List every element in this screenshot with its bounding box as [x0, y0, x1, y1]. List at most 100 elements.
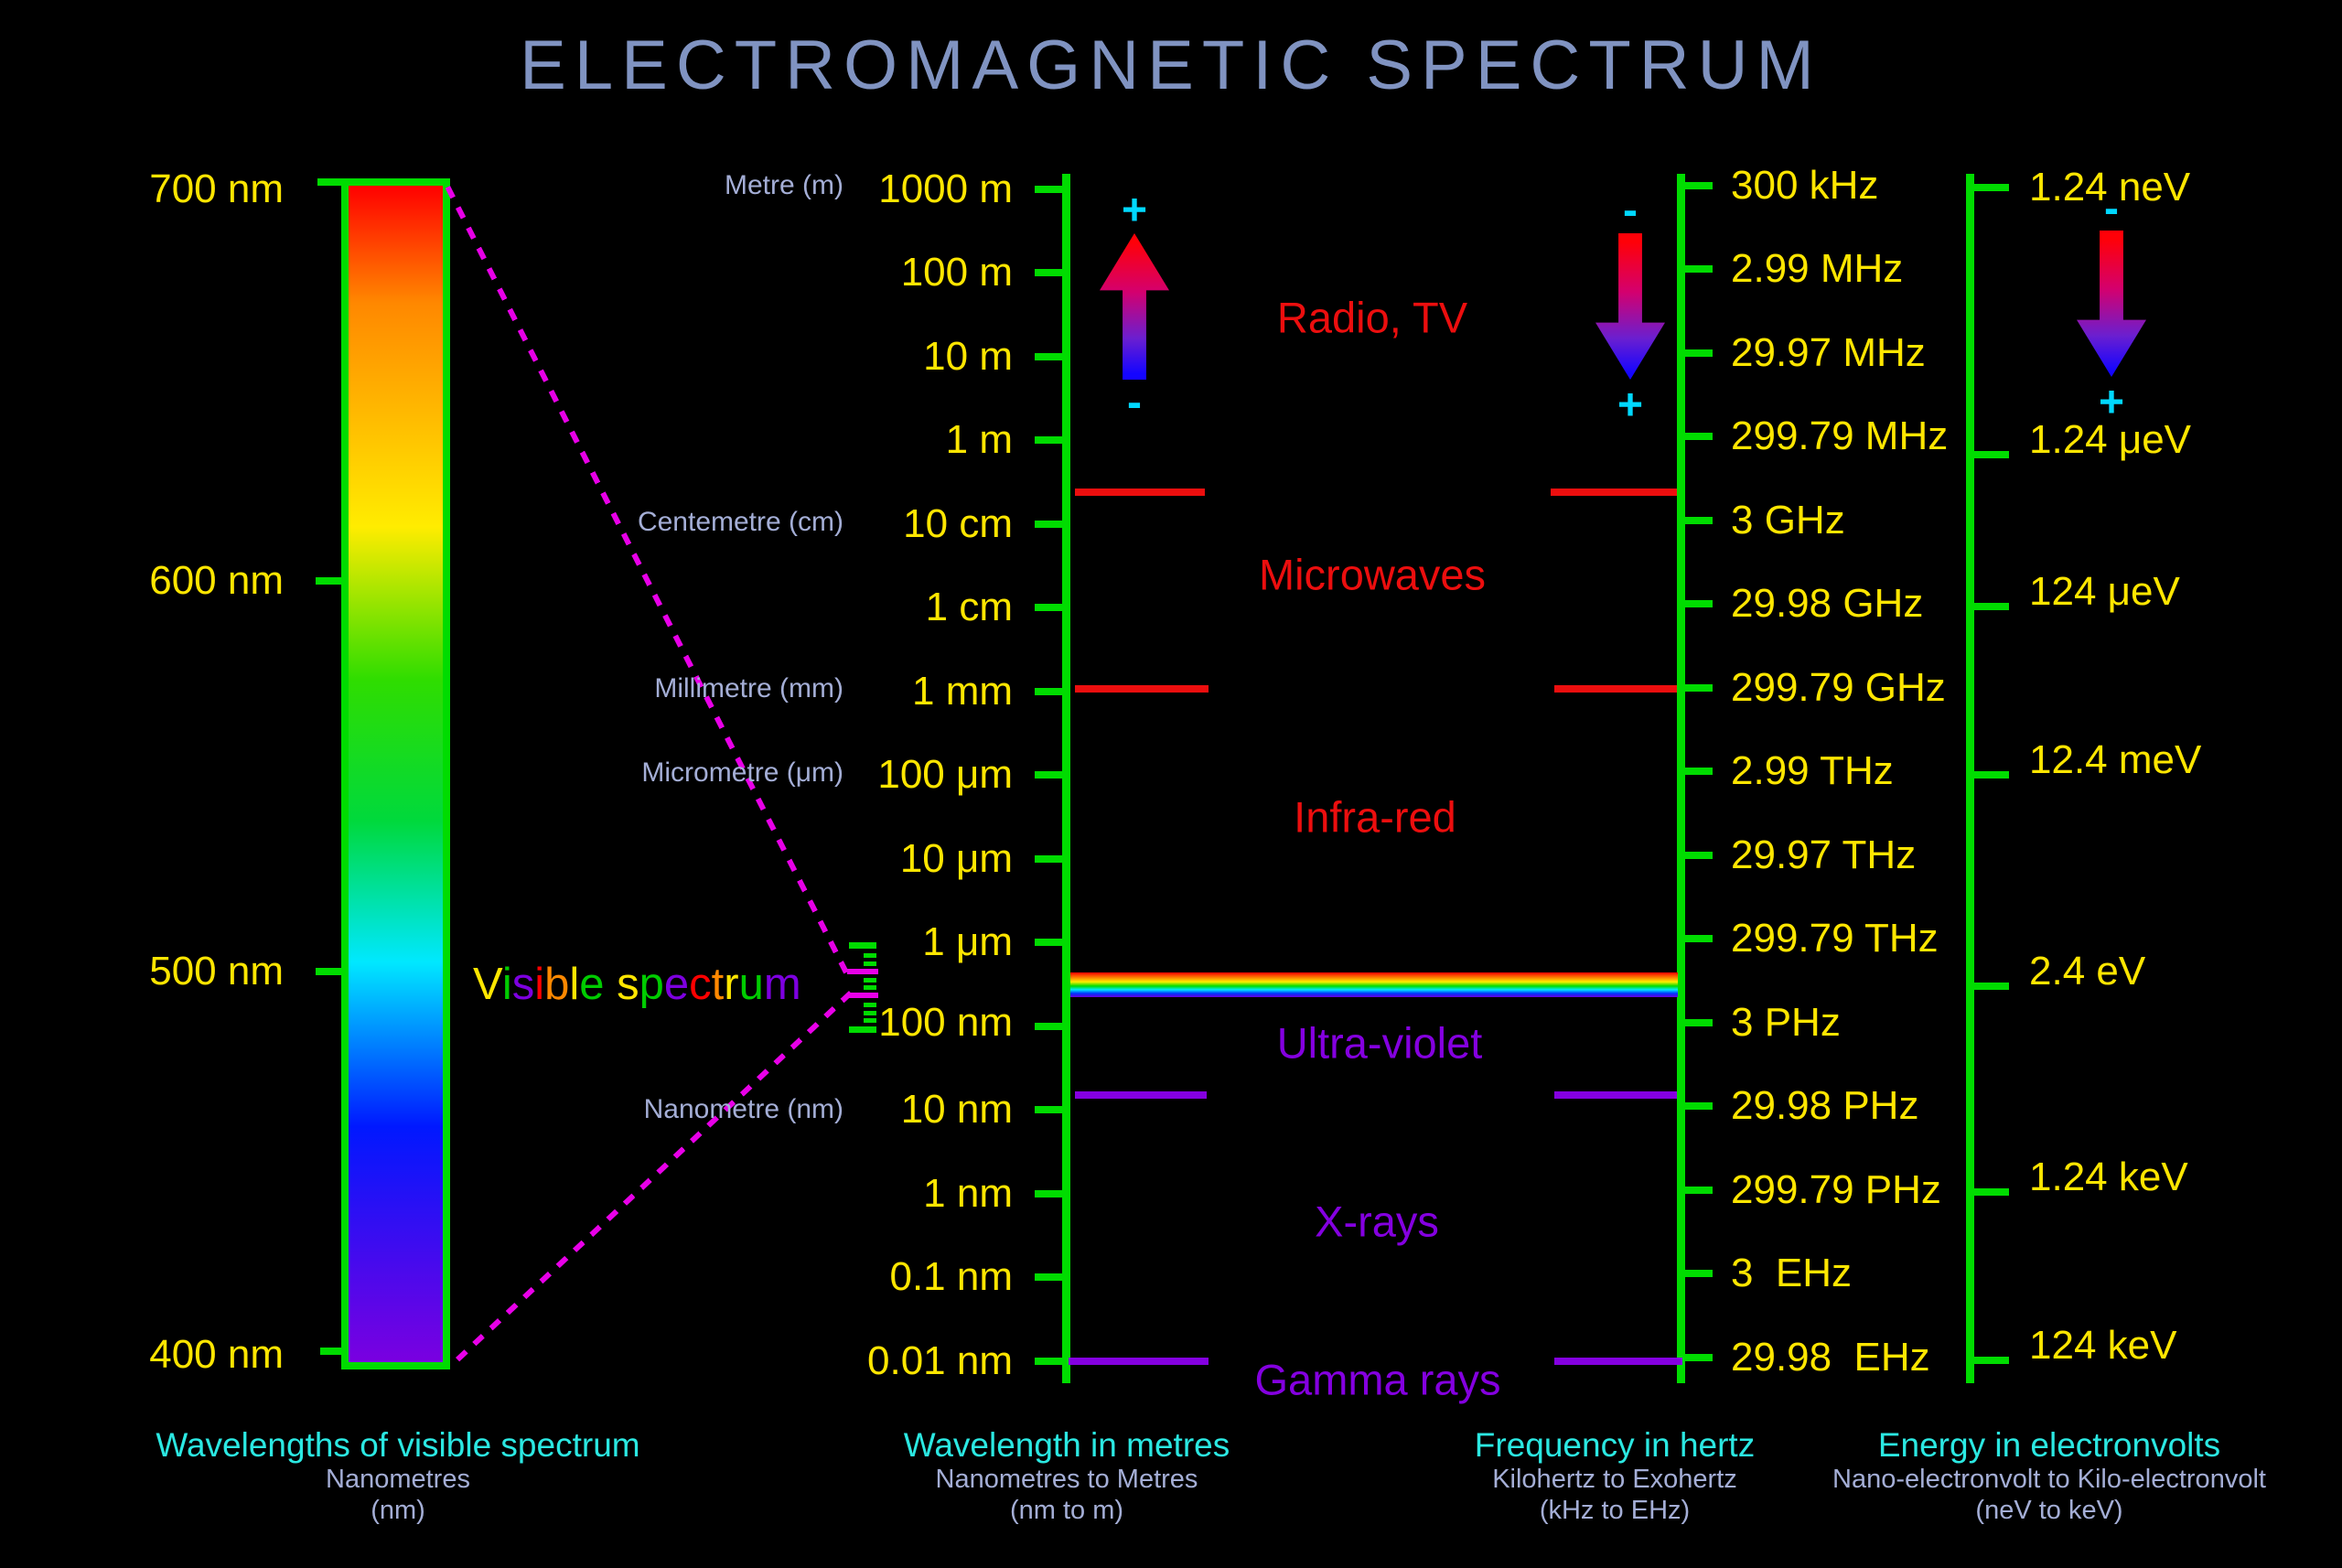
tick-mark [1035, 855, 1066, 863]
wavelength-label: 10 m [923, 334, 1013, 379]
caption-wavelength: Wavelength in metres Nanometres to Metre… [692, 1427, 1442, 1526]
unit-label-micrometre: Micrometre (μm) [641, 757, 843, 788]
wavelength-up-arrow-icon [1100, 233, 1169, 380]
caption-main: Energy in electronvolts [1877, 1426, 2221, 1464]
boundary-radio-microwave-left [1075, 489, 1205, 496]
bar-label-400nm: 400 nm [149, 1332, 284, 1377]
zoom-scale-dash [864, 953, 876, 958]
frequency-label: 299.79 MHz [1731, 413, 1949, 458]
unit-label-nanometre: Nanometre (nm) [643, 1094, 843, 1124]
bar-label-500nm: 500 nm [149, 949, 284, 993]
visible-word-1: Visible [473, 960, 605, 1009]
caption-sub: Nanometres [326, 1465, 470, 1494]
boundary-microwave-infrared-right [1554, 685, 1677, 693]
tick-mark [1035, 688, 1066, 695]
plus-sign: + [1121, 186, 1148, 235]
band-label-ultraviolet: Ultra-violet [1276, 1018, 1483, 1068]
frequency-label: 299.79 GHz [1731, 665, 1946, 710]
caption-frequency: Frequency in hertz Kilohertz to Exohertz… [1240, 1427, 1990, 1526]
energy-label: 124 μeV [2029, 569, 2180, 614]
tick-mark [1681, 768, 1713, 775]
frequency-label: 299.79 THz [1731, 916, 1939, 961]
energy-label: 1.24 μeV [2029, 417, 2192, 462]
wavelength-label: 100 nm [878, 1000, 1013, 1045]
energy-label: 12.4 meV [2029, 737, 2202, 782]
frequency-down-arrow-icon [1595, 233, 1665, 380]
tick-mark [1681, 1019, 1713, 1026]
tick-mark [1971, 983, 2009, 990]
minus-sign: - [1127, 378, 1142, 427]
tick-mark [1035, 436, 1066, 444]
zoom-scale-dash [864, 1011, 876, 1015]
zoom-scale-dash [849, 942, 876, 949]
tick-mark [1035, 1358, 1066, 1365]
frequency-label: 2.99 THz [1731, 748, 1894, 793]
energy-label: 124 keV [2029, 1323, 2177, 1368]
minus-sign: - [1623, 186, 1638, 235]
tick-mark [1681, 433, 1713, 440]
frequency-label: 29.97 MHz [1731, 330, 1926, 375]
band-label-xrays: X-rays [1315, 1197, 1439, 1246]
wavelength-label: 10 cm [903, 501, 1013, 546]
band-label-infrared: Infra-red [1294, 792, 1456, 842]
tick-mark [1035, 771, 1066, 779]
tick-mark [1035, 521, 1066, 528]
frequency-label: 29.98 GHz [1731, 581, 1924, 626]
wavelength-label: 10 μm [899, 836, 1013, 881]
tick-mark [1681, 349, 1713, 357]
band-label-microwaves: Microwaves [1258, 550, 1487, 599]
zoom-scale-dash [864, 978, 876, 983]
energy-axis [1966, 174, 1974, 1383]
page-title: ELECTROMAGNETIC SPECTRUM [520, 27, 1822, 104]
band-label-radio-tv: Radio, TV [1276, 293, 1468, 342]
caption-main: Frequency in hertz [1474, 1426, 1756, 1464]
boundary-microwave-infrared-left [1075, 685, 1209, 693]
frequency-label: 29.97 THz [1731, 832, 1917, 877]
caption-energy: Energy in electronvolts Nano-electronvol… [1674, 1427, 2342, 1526]
energy-label: 2.4 eV [2029, 949, 2146, 993]
tick-mark [1681, 265, 1713, 273]
energy-label: 1.24 neV [2029, 165, 2191, 209]
tick-mark [1035, 939, 1066, 946]
zoom-scale-400nm-mark [847, 993, 878, 998]
visible-light-band [1070, 972, 1678, 997]
energy-down-arrow-icon [2077, 231, 2146, 377]
tick-mark [1681, 1354, 1713, 1361]
frequency-label: 29.98 PHz [1731, 1083, 1919, 1128]
boundary-uv-xray-left [1075, 1091, 1207, 1099]
caption-sub: (nm to m) [1009, 1496, 1124, 1525]
zoom-scale-dash [864, 1018, 876, 1023]
tick-mark [1681, 1187, 1713, 1194]
dotted-line-bottom [456, 990, 854, 1362]
tick-mark [1035, 604, 1066, 611]
unit-label-metre: Metre (m) [725, 170, 843, 200]
tick-mark [1681, 517, 1713, 524]
tick-mark [1681, 600, 1713, 607]
frequency-label: 300 kHz [1731, 163, 1879, 208]
caption-sub: Kilohertz to Exohertz [1492, 1465, 1737, 1494]
frequency-label: 29.98 EHz [1731, 1335, 1930, 1380]
caption-sub: (kHz to EHz) [1539, 1496, 1691, 1525]
wavelength-label: 10 nm [900, 1087, 1013, 1132]
frequency-label: 3 PHz [1731, 1000, 1841, 1045]
caption-main: Wavelengths of visible spectrum [156, 1426, 640, 1464]
zoom-scale-dash [849, 1026, 876, 1033]
wavelength-label: 1000 m [878, 166, 1013, 211]
plus-sign: + [1617, 381, 1644, 430]
frequency-axis [1677, 174, 1685, 1383]
bar-label-600nm: 600 nm [149, 558, 284, 603]
boundary-uv-xray-right [1554, 1091, 1677, 1099]
wavelength-label: 100 m [900, 250, 1013, 295]
tick-mark [1681, 852, 1713, 859]
boundary-gamma-left [1069, 1358, 1209, 1365]
tick-mark [1035, 1023, 1066, 1030]
wavelength-label: 0.01 nm [867, 1338, 1013, 1383]
wavelength-axis [1062, 174, 1070, 1383]
band-label-gamma: Gamma rays [1254, 1355, 1501, 1404]
wavelength-label: 0.1 nm [889, 1254, 1013, 1299]
dotted-line-top [445, 186, 849, 974]
tick-mark [1971, 603, 2009, 610]
visible-spectrum-label: Visible spectrum [473, 959, 801, 1010]
tick-mark [1035, 269, 1066, 276]
